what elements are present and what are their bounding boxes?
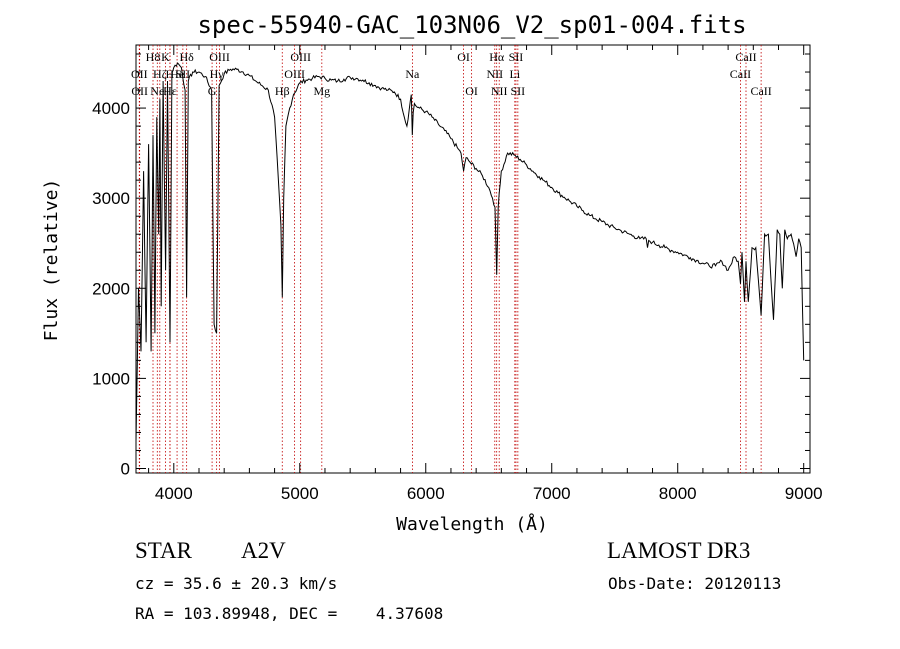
spectral-line-label: Mg xyxy=(313,84,330,98)
spectral-line-label: OI xyxy=(465,84,478,98)
x-tick-label: 6000 xyxy=(407,484,445,503)
coordinates: RA = 103.89948, DEC = 4.37608 xyxy=(135,604,444,623)
spectral-line-label: OIII xyxy=(209,50,230,64)
spectral-line-label: CaII xyxy=(750,84,771,98)
x-tick-label: 8000 xyxy=(659,484,697,503)
y-tick-label: 2000 xyxy=(92,279,130,298)
spectral-line-label: OIII xyxy=(290,50,311,64)
spectral-line-label: Hα xyxy=(489,50,505,64)
spectral-line-label: OIII xyxy=(284,67,305,81)
spectral-line-label: H8 xyxy=(146,50,161,64)
spectral-line-label: Hδ xyxy=(179,50,194,64)
spectral-line-label: Ne xyxy=(150,84,164,98)
survey-name: LAMOST DR3 xyxy=(607,538,751,563)
spectral-line-label: SII xyxy=(176,67,191,81)
spectral-line-label: G xyxy=(208,84,217,98)
y-tick-label: 3000 xyxy=(92,189,130,208)
x-tick-label: 7000 xyxy=(533,484,571,503)
spectral-line-label: SII xyxy=(509,50,524,64)
y-tick-label: 4000 xyxy=(92,99,130,118)
spectral-line-label: K xyxy=(161,50,170,64)
spectral-line-label: SII xyxy=(511,84,526,98)
spectral-line-labels: OII OII H8 Ne Hζ KH Hε He Hδ SII G Hγ OIII Hβ OIII OIII… xyxy=(131,50,772,98)
object-class: STAR xyxy=(135,538,192,563)
spectral-line-label: Hε xyxy=(163,84,177,98)
spectral-line-label: OII xyxy=(131,67,148,81)
spectral-line-label: OII xyxy=(131,84,148,98)
y-axis-label: Flux (relative) xyxy=(41,179,62,342)
x-tick-label: 4000 xyxy=(155,484,193,503)
spectral-line-label: CaII xyxy=(735,50,756,64)
x-tick-label: 5000 xyxy=(281,484,319,503)
subclass: A2V xyxy=(241,538,286,563)
observation-date: Obs-Date: 20120113 xyxy=(608,574,782,593)
spectral-line-label: NII xyxy=(491,84,508,98)
x-axis-label: Wavelength (Å) xyxy=(396,513,548,535)
x-tick-label: 9000 xyxy=(785,484,823,503)
spectral-line-label: He xyxy=(170,67,184,81)
spectral-line-label: OI xyxy=(457,50,470,64)
spectral-line-label: Na xyxy=(405,67,420,81)
spectral-line-label: CaII xyxy=(730,67,751,81)
y-tick-label: 1000 xyxy=(92,369,130,388)
spectral-line-label: NII xyxy=(486,67,503,81)
spectral-line-label: Hζ xyxy=(153,67,167,81)
plot-frame xyxy=(135,44,811,474)
spectral-lines xyxy=(138,45,762,473)
y-tick-label: 0 xyxy=(121,459,130,478)
flux-series-line xyxy=(135,62,805,442)
spectral-line-label: Li xyxy=(509,67,520,81)
chart-title: spec-55940-GAC_103N06_V2_sp01-004.fits xyxy=(197,11,746,39)
spectral-line-label: Hγ xyxy=(210,67,225,81)
redshift-velocity: cz = 35.6 ± 20.3 km/s xyxy=(135,574,338,593)
spectral-line-label: H xyxy=(166,67,175,81)
axes: 4000 5000 6000 7000 8000 9000 0 1000 2000 3000 400… xyxy=(92,45,823,503)
spectral-line-label: Hβ xyxy=(275,84,290,98)
